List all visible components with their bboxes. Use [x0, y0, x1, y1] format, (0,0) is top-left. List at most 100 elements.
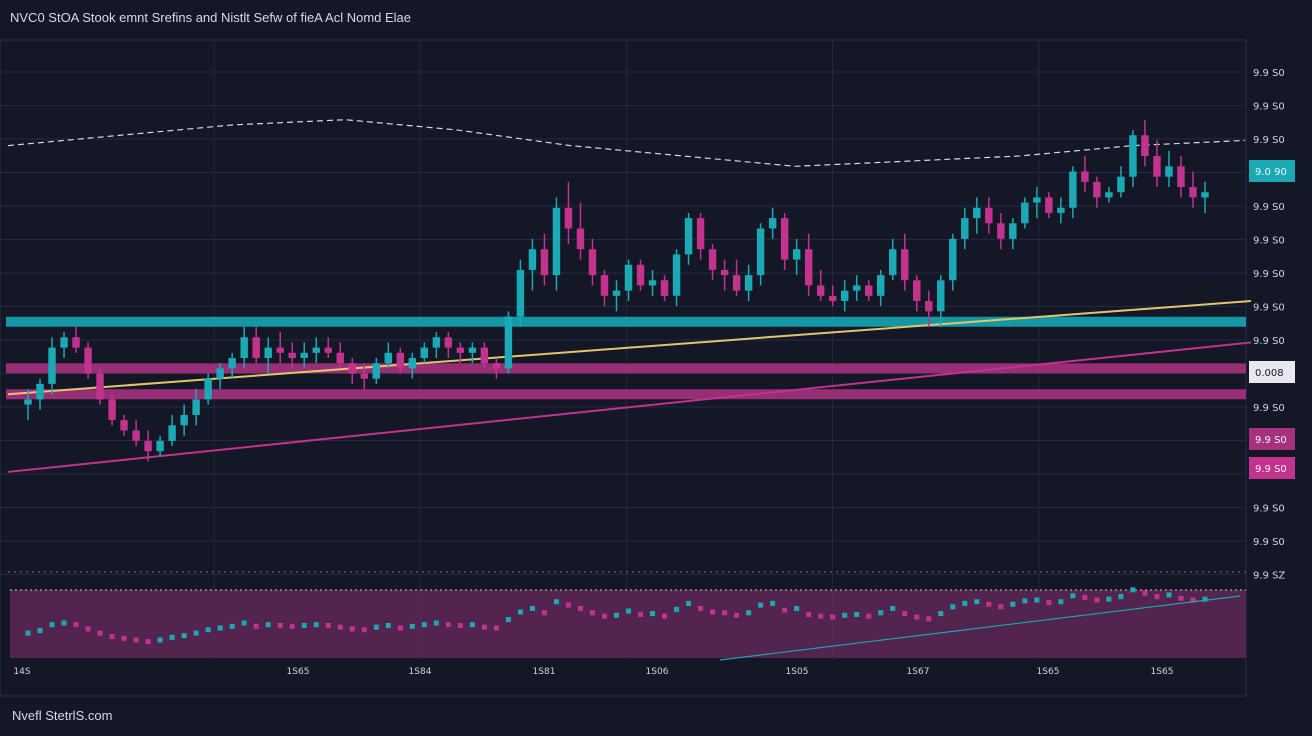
- volume-mark: [986, 601, 992, 607]
- volume-mark: [890, 606, 896, 611]
- volume-mark: [301, 623, 307, 628]
- candle-body: [408, 357, 417, 369]
- candle-body: [756, 228, 765, 276]
- volume-mark: [722, 610, 728, 616]
- candle-body: [985, 207, 993, 224]
- volume-mark: [349, 626, 355, 632]
- volume-mark: [1202, 596, 1208, 602]
- candle-body: [348, 363, 356, 374]
- candle-body: [1165, 166, 1173, 177]
- volume-mark: [626, 608, 632, 614]
- candle-body: [168, 425, 176, 441]
- candle-body: [264, 347, 272, 358]
- candle-body: [1069, 171, 1077, 208]
- volume-mark: [229, 623, 235, 629]
- volume-mark: [481, 624, 487, 630]
- candle-body: [120, 420, 128, 431]
- volume-mark: [121, 635, 127, 641]
- volume-mark: [445, 622, 451, 628]
- candle-body: [732, 275, 741, 291]
- candle-body: [300, 352, 308, 358]
- x-tick-label: 14S: [13, 667, 30, 677]
- volume-mark: [97, 630, 103, 636]
- volume-mark: [950, 604, 956, 610]
- candle-body: [1117, 176, 1125, 193]
- candle-body: [1093, 181, 1101, 198]
- volume-mark: [313, 622, 319, 628]
- candle-body: [276, 347, 284, 353]
- candle-body: [889, 249, 897, 276]
- volume-mark: [37, 628, 43, 634]
- volume-mark: [421, 622, 427, 628]
- candle-body: [840, 290, 849, 301]
- candle-body: [528, 249, 537, 270]
- candle-body: [240, 337, 248, 358]
- volume-mark: [1166, 592, 1172, 598]
- candle-body: [312, 347, 320, 353]
- candle-body: [180, 414, 188, 426]
- volume-mark: [686, 600, 692, 606]
- candle-body: [24, 399, 32, 405]
- x-tick-label: 1S81: [533, 667, 556, 677]
- candle-body: [156, 440, 164, 452]
- volume-mark: [638, 611, 644, 617]
- volume-mark: [373, 624, 379, 630]
- candle-body: [600, 275, 609, 296]
- candle-body: [792, 249, 801, 260]
- volume-mark: [457, 623, 463, 628]
- volume-mark: [878, 610, 884, 616]
- y-tick-label: 9.9 S0: [1253, 537, 1285, 548]
- volume-mark: [1118, 594, 1124, 600]
- x-tick-label: 1S65: [287, 667, 310, 677]
- volume-mark: [650, 611, 656, 617]
- volume-mark: [1154, 594, 1160, 600]
- volume-mark: [277, 623, 283, 628]
- y-tick-label: 9.9 S0: [1253, 68, 1285, 79]
- candle-body: [504, 316, 513, 369]
- candle-body: [216, 368, 224, 379]
- candle-body: [324, 347, 332, 353]
- volume-mark: [85, 626, 91, 632]
- price-tag-label: 9.9 S0: [1255, 464, 1287, 475]
- x-tick-label: 1S06: [646, 667, 669, 677]
- volume-mark: [25, 630, 31, 636]
- y-tick-label: 9.9 S0: [1253, 336, 1285, 347]
- volume-mark: [1058, 599, 1064, 605]
- candle-body: [564, 207, 573, 229]
- volume-mark: [73, 622, 79, 628]
- volume-mark: [830, 614, 836, 620]
- candle-body: [1189, 187, 1197, 198]
- candle-body: [708, 249, 717, 270]
- y-tick-label: 9.9 S0: [1253, 504, 1285, 515]
- trend-line: [7, 341, 1252, 473]
- volume-mark: [746, 610, 752, 616]
- x-tick-label: 1S05: [786, 667, 809, 677]
- candle-body: [612, 290, 621, 296]
- candle-body: [60, 337, 68, 348]
- price-tag: [1249, 361, 1295, 383]
- volume-mark: [289, 623, 295, 629]
- volume-mark: [818, 613, 824, 619]
- support-resistance-band: [6, 316, 1246, 327]
- volume-mark: [1082, 594, 1088, 600]
- candle-body: [576, 228, 585, 250]
- volume-mark: [854, 611, 860, 617]
- candle-body: [780, 218, 789, 260]
- volume-mark: [565, 602, 571, 608]
- volume-mark: [529, 606, 535, 611]
- candle-body: [516, 269, 525, 317]
- volume-panel: [10, 590, 1246, 658]
- price-tag-label: 9.0 90: [1255, 167, 1287, 178]
- candle-body: [1033, 197, 1041, 203]
- volume-mark: [1070, 593, 1076, 599]
- candle-body: [1009, 223, 1017, 239]
- volume-mark: [361, 627, 367, 633]
- candle-body: [672, 254, 681, 296]
- volume-mark: [674, 606, 680, 612]
- candle-body: [396, 352, 405, 369]
- candle-body: [720, 269, 729, 276]
- candle-body: [48, 347, 56, 384]
- candle-body: [420, 347, 429, 358]
- footer-source: Nvefl StetrlS.com: [12, 708, 113, 723]
- volume-mark: [1010, 601, 1016, 607]
